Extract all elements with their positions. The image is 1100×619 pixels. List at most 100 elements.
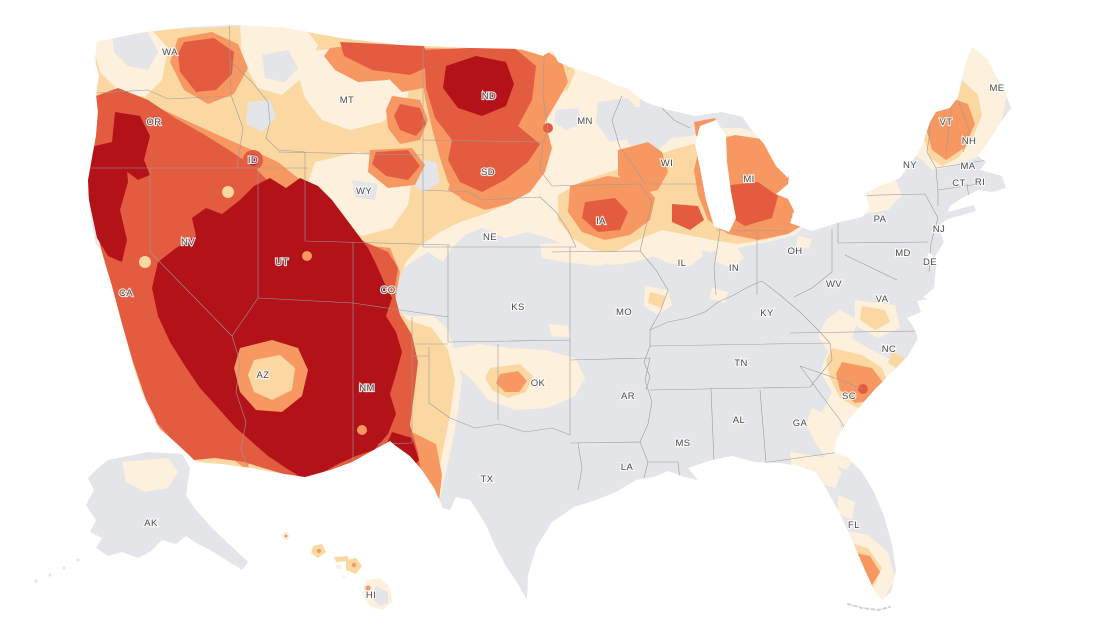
state-label-ct: CT	[952, 178, 965, 189]
state-border-lines	[90, 25, 989, 491]
layer-d4	[88, 56, 514, 544]
great-lakes	[610, 46, 900, 232]
lake-michigan	[695, 120, 736, 232]
state-label-or: OR	[146, 117, 161, 128]
state-label-il: IL	[678, 258, 687, 269]
island	[48, 573, 52, 577]
drought-blob	[247, 154, 259, 166]
drought-blob	[139, 256, 151, 268]
drought-blob	[790, 452, 842, 488]
drought-blob	[443, 56, 514, 116]
drought-blob	[178, 38, 234, 92]
drought-blob	[394, 104, 426, 136]
state-label-id: ID	[248, 155, 258, 166]
island-molokai	[334, 556, 349, 562]
drought-blob	[710, 288, 728, 303]
state-label-ks: KS	[511, 302, 524, 313]
drought-blob	[352, 180, 378, 200]
drought-blob	[302, 251, 312, 261]
state-label-wy: WY	[356, 186, 372, 197]
state-label-va: VA	[876, 294, 889, 305]
state-label-sc: SC	[842, 391, 856, 402]
state-label-mt: MT	[340, 95, 355, 106]
state-label-az: AZ	[257, 370, 270, 381]
drought-blob	[648, 236, 703, 266]
state-label-ms: MS	[675, 438, 690, 449]
alaska-d0-patch	[122, 458, 178, 492]
drought-blob	[112, 112, 150, 180]
state-label-ne: NE	[483, 232, 497, 243]
drought-blob	[222, 186, 234, 198]
island-hawaii-core	[365, 585, 371, 591]
state-label-de: DE	[923, 257, 937, 268]
island-kahoolawe	[342, 575, 346, 579]
drought-blob	[262, 50, 298, 82]
drought-blob	[716, 246, 744, 268]
state-label-wv: WV	[826, 279, 842, 290]
island-hawaii-gray	[372, 586, 388, 606]
state-label-nc: NC	[882, 344, 897, 355]
state-label-al: AL	[733, 415, 745, 426]
state-label-nj: NJ	[933, 224, 945, 235]
state-label-nh: NH	[962, 136, 977, 147]
florida-keys	[847, 603, 891, 612]
drought-blob	[582, 198, 628, 232]
island-oahu-core	[317, 549, 321, 553]
drought-blob	[628, 104, 688, 138]
state-labels: WA OR CA NV ID MT WY UT CO AZ NM ND SD N…	[118, 46, 1005, 602]
drought-blob	[672, 204, 704, 230]
state-label-ny: NY	[903, 160, 917, 171]
aleutian-islands	[34, 558, 80, 583]
drought-blob	[838, 495, 855, 520]
drought-blob	[554, 108, 582, 130]
state-label-co: CO	[380, 285, 395, 296]
state-label-vt: VT	[940, 117, 953, 128]
island-kauai-core	[284, 534, 288, 538]
state-label-ma: MA	[960, 161, 975, 172]
lake-erie	[792, 188, 864, 227]
island	[34, 579, 38, 583]
lake-huron	[742, 108, 800, 178]
state-label-tx: TX	[481, 474, 494, 485]
drought-blob	[860, 306, 890, 330]
state-label-me: ME	[989, 83, 1004, 94]
state-label-sd: SD	[481, 167, 495, 178]
state-label-ga: GA	[793, 418, 808, 429]
drought-blob	[372, 150, 420, 180]
alaska-inset	[34, 452, 248, 583]
drought-blob	[648, 292, 665, 308]
lake-ontario	[855, 160, 900, 184]
state-label-ia: IA	[596, 216, 606, 227]
state-label-nv: NV	[181, 237, 195, 248]
state-label-hi: HI	[366, 590, 376, 601]
island	[62, 566, 66, 570]
state-label-la: LA	[621, 462, 634, 473]
state-label-nd: ND	[482, 91, 497, 102]
state-label-nm: NM	[359, 383, 375, 394]
island	[76, 558, 80, 562]
drought-blob	[112, 32, 158, 70]
state-label-tn: TN	[734, 358, 747, 369]
state-label-oh: OH	[787, 246, 802, 257]
drought-blob	[796, 236, 812, 249]
drought-blob	[248, 355, 295, 400]
drought-blob	[886, 100, 928, 148]
state-label-ar: AR	[621, 391, 635, 402]
drought-blob	[340, 42, 430, 75]
state-label-md: MD	[895, 248, 911, 259]
drought-blob	[548, 324, 570, 337]
drought-blob	[496, 371, 527, 392]
drought-blob	[152, 178, 402, 478]
state-label-ri: RI	[975, 177, 985, 188]
state-label-ca: CA	[119, 288, 133, 299]
state-label-ok: OK	[531, 378, 546, 389]
drought-blob	[88, 142, 128, 262]
state-label-in: IN	[729, 263, 739, 274]
layer-core-peach	[139, 186, 295, 400]
state-label-fl: FL	[848, 520, 860, 531]
state-label-mo: MO	[616, 307, 632, 318]
state-borders	[90, 25, 989, 491]
drought-blob	[384, 492, 414, 544]
